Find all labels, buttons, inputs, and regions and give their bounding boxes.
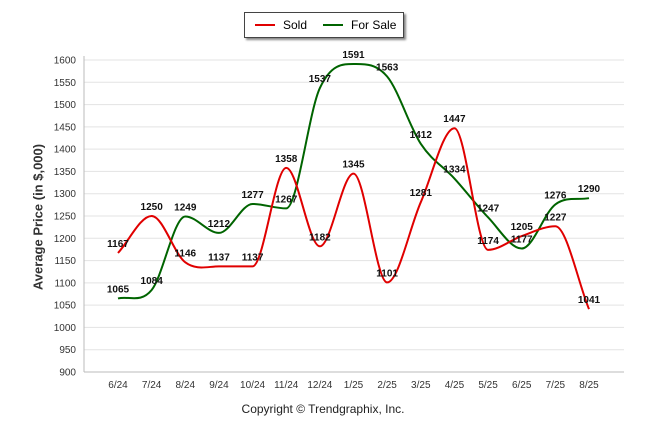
series-line-sold <box>117 127 590 310</box>
y-tick-label: 1300 <box>54 189 77 200</box>
grid <box>84 59 624 373</box>
series-line-for-sale <box>117 63 590 300</box>
data-label-sold: 1167 <box>107 239 129 250</box>
legend-item-for-sale[interactable]: For Sale <box>323 18 396 32</box>
x-tick-label: 12/24 <box>307 380 332 391</box>
legend-swatch-for-sale <box>323 24 344 26</box>
copyright-text: Copyright © Trendgraphix, Inc. <box>241 402 405 416</box>
data-label-for-sale: 1065 <box>107 284 130 295</box>
x-tick-label: 11/24 <box>274 380 299 391</box>
x-tick-label: 2/25 <box>377 380 397 391</box>
legend-swatch-sold <box>255 24 275 26</box>
y-tick-label: 1200 <box>54 234 77 245</box>
y-tick-label: 1250 <box>54 212 77 223</box>
y-tick-label: 900 <box>59 368 76 379</box>
data-label-sold: 1227 <box>544 212 567 223</box>
x-tick-label: 9/24 <box>209 380 229 391</box>
y-tick-label: 1500 <box>54 100 77 111</box>
data-label-sold: 1101 <box>376 268 398 279</box>
x-tick-label: 7/25 <box>546 380 566 391</box>
y-tick-label: 1600 <box>54 56 77 67</box>
data-label-for-sale: 1277 <box>241 190 264 201</box>
x-tick-label: 3/25 <box>411 380 431 391</box>
y-tick-label: 1350 <box>54 167 77 178</box>
data-label-for-sale: 1084 <box>141 276 164 287</box>
data-label-for-sale: 1563 <box>376 62 399 73</box>
y-tick-label: 1150 <box>54 256 76 267</box>
data-label-sold: 1447 <box>443 114 466 125</box>
x-tick-label: 4/25 <box>445 380 465 391</box>
legend-label-for-sale: For Sale <box>351 18 397 32</box>
axes: 900 950 1000 1050 1100 1150 1200 1250 1300 1350 14… <box>54 56 624 391</box>
data-label-sold: 1041 <box>578 295 601 306</box>
data-label-for-sale: 1247 <box>477 203 500 214</box>
data-label-for-sale: 1267 <box>275 194 298 205</box>
x-tick-label: 5/25 <box>478 380 498 391</box>
data-labels: 1065 1084 1249 1212 1277 1267 1537 1591 1563 1412… <box>107 50 601 306</box>
y-tick-label: 1450 <box>54 122 77 133</box>
data-label-for-sale: 1412 <box>410 130 433 141</box>
data-label-sold: 1174 <box>477 236 499 247</box>
y-tick-label: 950 <box>59 345 76 356</box>
data-label-for-sale: 1177 <box>511 235 533 246</box>
y-tick-label: 1000 <box>54 323 77 334</box>
data-label-sold: 1182 <box>309 232 331 243</box>
y-tick-label: 1400 <box>54 145 77 156</box>
data-label-sold: 1137 <box>208 252 230 263</box>
data-label-sold: 1250 <box>141 202 164 213</box>
chart-legend: Sold For Sale <box>244 12 404 38</box>
y-tick-label: 1100 <box>54 278 76 289</box>
data-label-for-sale: 1249 <box>174 202 197 213</box>
x-tick-label: 8/25 <box>579 380 599 391</box>
data-label-sold: 1358 <box>275 154 298 165</box>
data-label-sold: 1137 <box>242 252 264 263</box>
data-label-for-sale: 1591 <box>342 50 365 61</box>
x-tick-label: 1/25 <box>344 380 364 391</box>
data-label-sold: 1281 <box>410 188 433 199</box>
y-tick-label: 1550 <box>54 78 77 89</box>
data-label-for-sale: 1334 <box>443 165 466 176</box>
data-label-sold: 1205 <box>511 222 534 233</box>
data-label-sold: 1146 <box>174 248 196 259</box>
x-tick-label: 6/24 <box>108 380 128 391</box>
y-tick-label: 1050 <box>54 301 77 312</box>
data-label-for-sale: 1290 <box>578 184 601 195</box>
data-label-sold: 1345 <box>342 160 365 171</box>
legend-label-sold: Sold <box>283 18 308 32</box>
legend-item-sold[interactable]: Sold <box>255 18 307 32</box>
data-label-for-sale: 1537 <box>309 74 332 85</box>
data-label-for-sale: 1276 <box>544 190 567 201</box>
x-tick-label: 10/24 <box>240 380 265 391</box>
data-label-for-sale: 1212 <box>208 219 231 230</box>
x-tick-label: 6/25 <box>512 380 532 391</box>
x-tick-label: 7/24 <box>142 380 162 391</box>
series <box>117 63 590 310</box>
x-tick-label: 8/24 <box>176 380 196 391</box>
